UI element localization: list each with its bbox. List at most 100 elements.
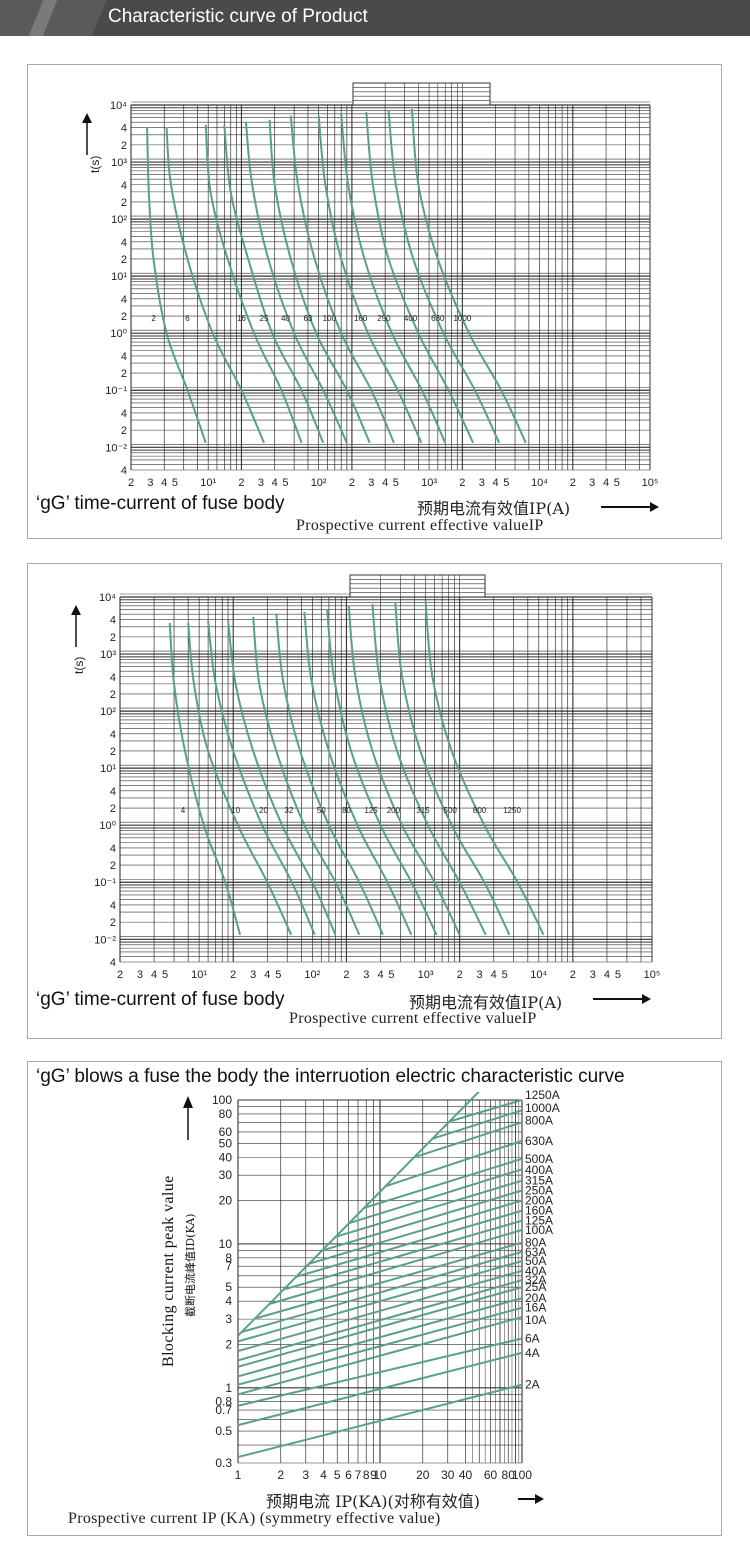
curve-label: 500 — [444, 806, 458, 815]
x-tick-label: 3 — [258, 477, 264, 489]
x-tick-label: 3 — [477, 969, 483, 981]
x-axis-arrow — [601, 503, 659, 511]
cutoff-curve-50A — [238, 1260, 522, 1343]
y-tick-label: 10⁰ — [99, 820, 116, 832]
x-tick-label: 5 — [282, 477, 288, 489]
fuse-curve-160 — [317, 115, 423, 444]
y-tick-label: 2 — [121, 425, 127, 437]
chart-caption: ‘gG’ blows a fuse the body the interruot… — [36, 1066, 625, 1087]
y-tick-label: 2 — [110, 689, 116, 701]
curve-label: 2 — [151, 314, 156, 323]
header-title: Characteristic curve of Product — [108, 6, 368, 27]
series-label: 1000A — [525, 1101, 560, 1115]
x-tick-label: 3 — [250, 969, 256, 981]
x-tick-label: 4 — [603, 477, 609, 489]
x-tick-label: 5 — [393, 477, 399, 489]
y-tick-label: 4 — [121, 465, 127, 477]
y-tick-label: 3 — [225, 1312, 232, 1326]
x-tick-label: 5 — [503, 477, 509, 489]
fuse-curve-80 — [275, 614, 384, 936]
fuse-curve-250 — [340, 113, 447, 444]
y-tick-label: 4 — [110, 843, 116, 855]
y-tick-label: 30 — [219, 1168, 233, 1182]
y-tick-label: 0.7 — [215, 1403, 232, 1417]
curve-label: 80 — [342, 806, 351, 815]
curve-label: 1250 — [503, 806, 521, 815]
y-tick-label: 8 — [225, 1251, 232, 1265]
x-tick-label: 2 — [570, 969, 576, 981]
top-tab — [352, 82, 491, 106]
y-tick-label: 10⁴ — [99, 592, 116, 604]
series-label: 125A — [525, 1214, 553, 1228]
y-axis-arrow-head — [71, 605, 81, 615]
y-tick-label: 5 — [225, 1280, 232, 1294]
x-axis-label-cn: 预期电流有效值IP(A) — [409, 993, 563, 1012]
cutoff-curve-63A — [241, 1250, 522, 1333]
x-tick-label: 2 — [457, 969, 463, 981]
y-tick-label: 7 — [225, 1259, 232, 1273]
cutoff-curve-10A — [238, 1316, 522, 1396]
fuse-curve-630 — [387, 110, 501, 444]
fuse-curve-400 — [365, 112, 475, 444]
series-label: 2A — [525, 1378, 540, 1392]
y-tick-label: 10¹ — [111, 271, 127, 283]
x-tick-label: 3 — [368, 477, 374, 489]
fuse-curve-200 — [326, 609, 438, 936]
y-tick-label: 10² — [111, 214, 127, 226]
y-tick-label: 4 — [121, 351, 127, 363]
x-tick-label: 3 — [363, 969, 369, 981]
curve-label: 63 — [303, 314, 312, 323]
header-stripe — [28, 0, 58, 36]
curve-label: 32 — [284, 806, 293, 815]
curve-label: 25 — [260, 314, 269, 323]
chart-caption: ‘gG’ time-current of fuse body — [36, 989, 285, 1010]
x-tick-label: 4 — [491, 969, 497, 981]
x-tick-label: 3 — [590, 969, 596, 981]
y-tick-label: 2 — [121, 368, 127, 380]
x-tick-label: 5 — [172, 477, 178, 489]
y-axis-arrow-head — [183, 1096, 193, 1108]
series-label: 6A — [525, 1331, 540, 1345]
fuse-curve-25 — [223, 124, 325, 444]
series-label: 16A — [525, 1301, 546, 1315]
y-tick-label: 2 — [110, 746, 116, 758]
x-tick-label: 2 — [230, 969, 236, 981]
y-tick-label: 2 — [110, 917, 116, 929]
cutoff-curve-500A — [363, 1157, 522, 1209]
x-tick-label: 5 — [162, 969, 168, 981]
y-tick-label: 50 — [219, 1136, 233, 1150]
x-tick-label: 10⁴ — [531, 477, 548, 489]
fuse-curve-4 — [168, 622, 242, 936]
cutoff-curve-40A — [238, 1269, 522, 1352]
y-tick-label: 10 — [219, 1237, 233, 1251]
chart-panel-1: 2 3 4 5 10¹ 2 3 4 5 10² 2 3 4 5 10³ 2 3 4 5 10⁴ 2 3 4 5 10⁵ 10⁴ 4 2… — [27, 64, 722, 539]
y-tick-label: 2 — [225, 1337, 232, 1351]
fuse-curve-10 — [187, 622, 293, 936]
x-tick-label: 2 — [459, 477, 465, 489]
x-tick-label: 1 — [235, 1468, 242, 1482]
fuse-curve-6 — [165, 127, 265, 444]
x-tick-label: 5 — [334, 1468, 341, 1482]
curve-label: 315 — [416, 806, 430, 815]
x-tick-label: 10⁴ — [530, 969, 547, 981]
x-tick-label: 60 — [484, 1468, 498, 1482]
series-label: 250A — [525, 1183, 553, 1197]
series-label: 32A — [525, 1273, 546, 1287]
x-tick-label: 2 — [238, 477, 244, 489]
cutoff-curve-4A — [238, 1351, 522, 1427]
y-tick-label: 2 — [121, 311, 127, 323]
curve-label: 4 — [181, 806, 186, 815]
y-tick-label: 2 — [110, 632, 116, 644]
cutoff-curve-6A — [238, 1337, 522, 1407]
interruption-chart: 1 2 3 4 5 6 7 8 910 20 30 40 60 801001008060504030201… — [183, 1088, 560, 1482]
x-tick-label: 10 — [373, 1468, 387, 1482]
cutoff-curve-1000A — [432, 1109, 522, 1140]
series-label: 63A — [525, 1245, 546, 1259]
x-tick-label: 2 — [277, 1468, 284, 1482]
y-tick-label: 40 — [219, 1150, 233, 1164]
cutoff-curve-125A — [283, 1219, 522, 1291]
x-tick-label: 4 — [377, 969, 383, 981]
fuse-curve-500 — [371, 604, 487, 936]
curve-label: 160 — [354, 314, 368, 323]
curve-label: 125 — [364, 806, 378, 815]
